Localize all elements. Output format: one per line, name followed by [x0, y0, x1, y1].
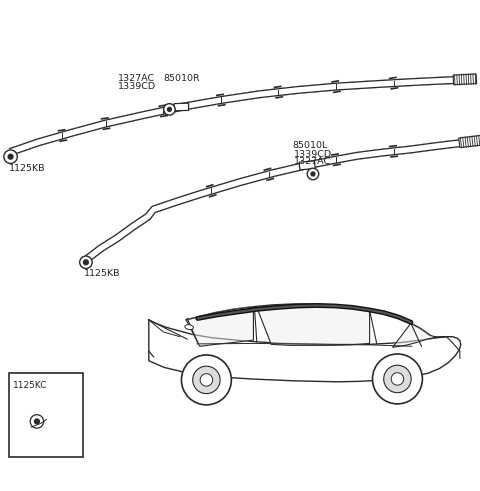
Polygon shape — [149, 320, 461, 382]
Circle shape — [192, 366, 220, 394]
Polygon shape — [299, 161, 315, 170]
Circle shape — [307, 168, 319, 180]
Text: 1125KB: 1125KB — [84, 269, 120, 277]
Polygon shape — [186, 307, 253, 346]
Circle shape — [8, 154, 13, 159]
Text: 85010R: 85010R — [163, 74, 200, 83]
Text: 1125KC: 1125KC — [13, 382, 48, 390]
Text: 1327AC: 1327AC — [294, 157, 331, 166]
Circle shape — [200, 374, 213, 386]
Text: 1125KB: 1125KB — [9, 164, 45, 173]
Circle shape — [84, 260, 88, 265]
Text: 1339CD: 1339CD — [118, 82, 156, 91]
Circle shape — [391, 373, 404, 385]
Circle shape — [80, 256, 92, 269]
Ellipse shape — [185, 325, 193, 329]
Bar — [459, 136, 480, 148]
Circle shape — [164, 104, 175, 115]
Bar — [453, 74, 477, 85]
Circle shape — [372, 354, 422, 404]
Circle shape — [168, 108, 171, 111]
Polygon shape — [257, 304, 370, 345]
Polygon shape — [186, 304, 430, 335]
Text: 1339CD: 1339CD — [294, 150, 332, 159]
Circle shape — [4, 150, 17, 164]
Circle shape — [35, 419, 39, 424]
Bar — [9, 373, 83, 457]
Circle shape — [384, 365, 411, 393]
Polygon shape — [174, 103, 189, 111]
Text: 85010L: 85010L — [293, 140, 328, 149]
Polygon shape — [82, 139, 465, 264]
Circle shape — [311, 172, 315, 176]
Polygon shape — [393, 323, 446, 347]
Circle shape — [181, 355, 231, 405]
Polygon shape — [10, 77, 458, 155]
Circle shape — [30, 415, 44, 428]
Text: 1327AC: 1327AC — [118, 74, 155, 83]
